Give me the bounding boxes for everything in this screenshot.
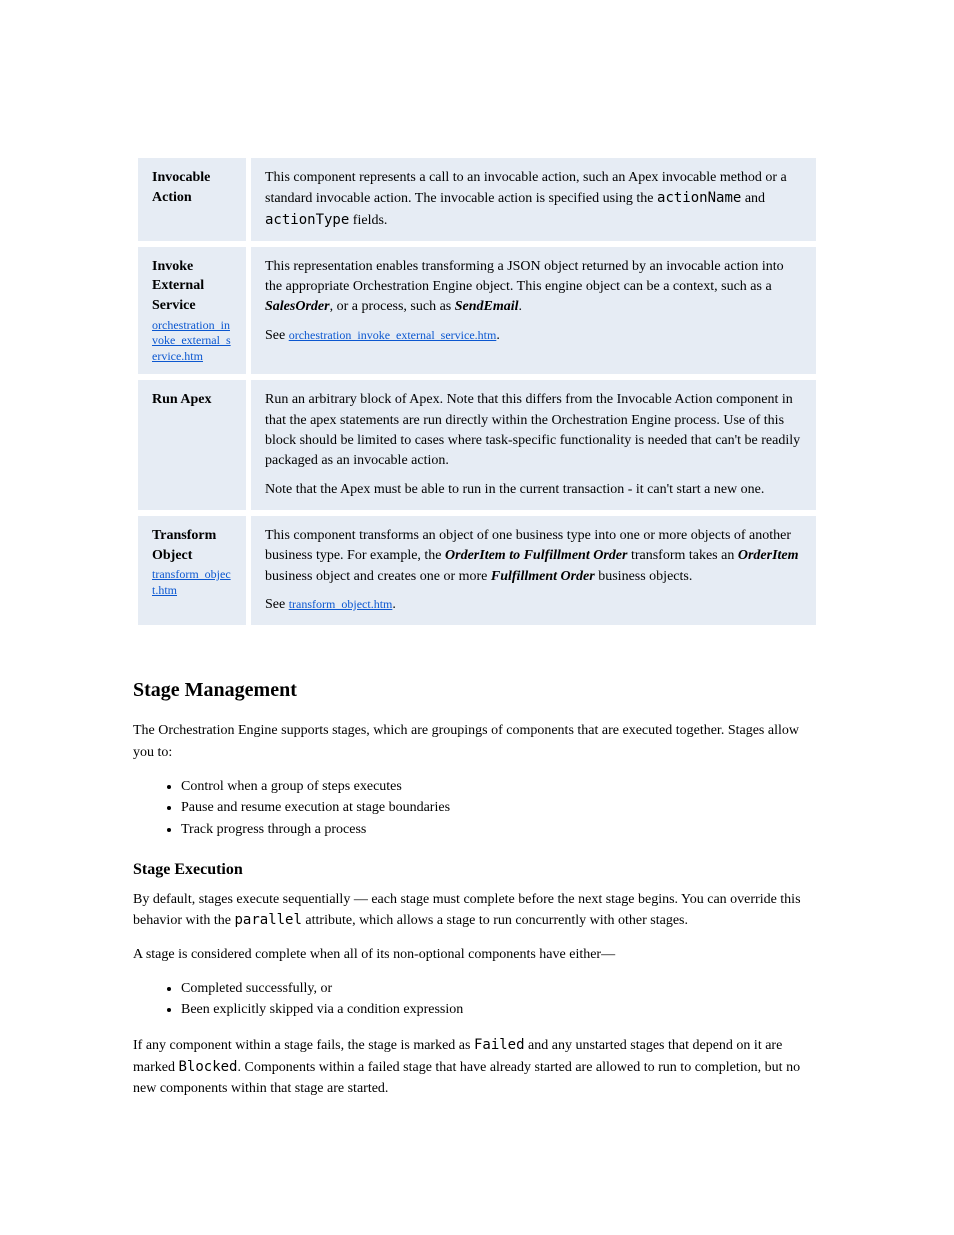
component-desc-p1: This component transforms an object of o… <box>265 526 802 587</box>
sub-bullet-list: Completed successfully, orBeen explicitl… <box>133 978 821 1021</box>
section-intro: The Orchestration Engine supports stages… <box>133 720 821 763</box>
sub-para-3: If any component within a stage fails, t… <box>133 1035 821 1100</box>
object-name: Fulfillment Order <box>491 569 595 584</box>
component-link[interactable]: orchestration_invoke_external_service.ht… <box>152 318 232 365</box>
component-link[interactable]: transform_object.htm <box>152 567 232 598</box>
object-name: SendEmail <box>455 299 519 314</box>
table-row: Invocable Action This component represent… <box>138 158 816 241</box>
component-desc-p2: Note that the Apex must be able to run i… <box>265 480 802 500</box>
sub-para-1: By default, stages execute sequentially … <box>133 889 821 932</box>
subsection-heading: Stage Execution <box>133 861 821 879</box>
component-title: Invocable Action <box>152 168 232 207</box>
object-name: OrderItem <box>738 548 799 563</box>
inline-link[interactable]: orchestration_invoke_external_service.ht… <box>289 328 497 342</box>
component-name-cell: Invocable Action <box>138 158 246 241</box>
inline-code: actionType <box>265 212 349 228</box>
components-table: Invocable Action This component represent… <box>133 152 821 631</box>
table-row: Invoke External Serviceorchestration_inv… <box>138 247 816 375</box>
section-heading: Stage Management <box>133 679 821 702</box>
inline-code: Failed <box>474 1037 525 1053</box>
component-desc-cell: Run an arbitrary block of Apex. Note tha… <box>251 380 816 509</box>
component-name-cell: Transform Objecttransform_object.htm <box>138 516 246 625</box>
list-item: Control when a group of steps executes <box>181 776 821 798</box>
list-item: Been explicitly skipped via a condition … <box>181 999 821 1021</box>
component-desc: Run an arbitrary block of Apex. Note tha… <box>265 390 802 499</box>
component-name-cell: Run Apex <box>138 380 246 509</box>
intro-bullet-list: Control when a group of steps executesPa… <box>133 776 821 841</box>
list-item: Pause and resume execution at stage boun… <box>181 797 821 819</box>
component-title: Transform Object <box>152 526 232 565</box>
component-desc-cell: This representation enables transforming… <box>251 247 816 375</box>
component-desc-p1: This representation enables transforming… <box>265 257 802 318</box>
component-desc: This component represents a call to an i… <box>265 168 802 231</box>
inline-code: actionName <box>657 190 741 206</box>
object-name: SalesOrder <box>265 299 330 314</box>
component-desc-cell: This component represents a call to an i… <box>251 158 816 241</box>
component-desc-p2: See transform_object.htm. <box>265 595 802 615</box>
component-title: Run Apex <box>152 390 232 410</box>
table-row: Run Apex Run an arbitrary block of Apex. … <box>138 380 816 509</box>
inline-code: Blocked <box>178 1059 237 1075</box>
table-row: Transform Objecttransform_object.htmThis… <box>138 516 816 625</box>
sub-para-2: A stage is considered complete when all … <box>133 944 821 966</box>
component-name-cell: Invoke External Serviceorchestration_inv… <box>138 247 246 375</box>
inline-code: parallel <box>234 912 301 928</box>
components-table-body: Invocable Action This component represent… <box>138 158 816 625</box>
component-desc-p1: Run an arbitrary block of Apex. Note tha… <box>265 390 802 471</box>
component-desc-p1: This component represents a call to an i… <box>265 168 802 231</box>
component-title: Invoke External Service <box>152 257 232 316</box>
object-name: OrderItem to Fulfillment Order <box>445 548 627 563</box>
component-desc-cell: This component transforms an object of o… <box>251 516 816 625</box>
list-item: Track progress through a process <box>181 819 821 841</box>
component-desc: This representation enables transforming… <box>265 257 802 346</box>
component-desc-p2: See orchestration_invoke_external_servic… <box>265 326 802 346</box>
component-desc: This component transforms an object of o… <box>265 526 802 615</box>
list-item: Completed successfully, or <box>181 978 821 1000</box>
inline-link[interactable]: transform_object.htm <box>289 597 393 611</box>
